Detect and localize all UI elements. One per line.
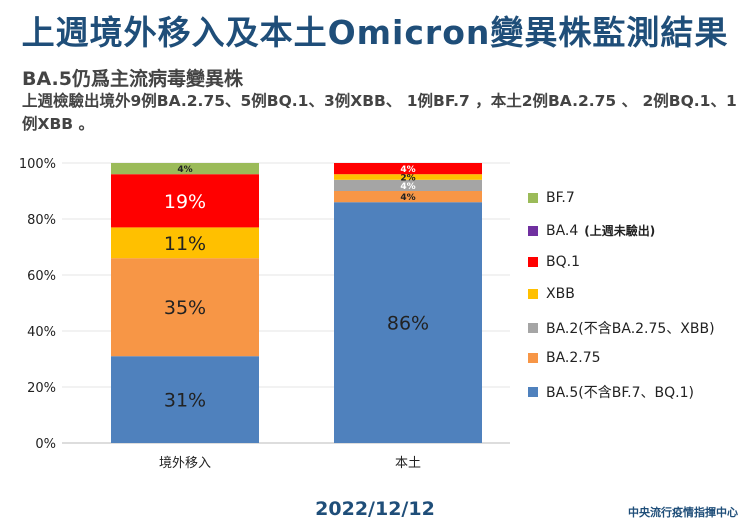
legend-label: BA.2.75	[546, 350, 601, 366]
bar-segment	[111, 227, 259, 259]
legend-item: BA.4 (上週未驗出)	[528, 222, 655, 239]
data-label: 19%	[164, 191, 206, 213]
y-tick-label: 20%	[27, 381, 56, 396]
legend-swatch	[528, 289, 538, 299]
organization: 中央流行疫情指揮中心	[628, 506, 738, 519]
y-tick-label: 40%	[27, 325, 56, 340]
x-tick-label: 境外移入	[159, 456, 211, 471]
bar-segment	[111, 356, 259, 443]
bar-segment	[334, 163, 482, 175]
subtitle: BA.5仍爲主流病毒變異株	[22, 68, 243, 90]
legend-item: BA.2.75	[528, 350, 601, 366]
legend-note: (上週未驗出)	[584, 224, 656, 238]
legend-label: BF.7	[546, 190, 575, 206]
stacked-bar-chart: 0% 20% 40% 60% 80% 100% 31% 35% 11% 19% 4% 境外移入 86% 4…	[19, 157, 510, 471]
bar-segment	[334, 179, 482, 191]
y-tick-label: 100%	[19, 157, 56, 172]
data-label: 31%	[164, 390, 206, 412]
bar-segment	[111, 163, 259, 175]
data-label: 4%	[400, 165, 415, 175]
date: 2022/12/12	[315, 498, 435, 520]
legend-label: XBB	[546, 286, 575, 302]
data-label: 4%	[400, 182, 415, 192]
legend-item: BQ.1	[528, 254, 580, 270]
data-label: 4%	[400, 193, 415, 203]
data-label: 2%	[400, 174, 415, 184]
legend-item: BF.7	[528, 190, 575, 206]
legend-label: BQ.1	[546, 254, 580, 270]
y-tick-label: 60%	[27, 269, 56, 284]
y-tick-label: 80%	[27, 213, 56, 228]
bar-segment	[111, 258, 259, 357]
data-label: 86%	[387, 313, 429, 335]
legend-swatch	[528, 353, 538, 363]
legend-swatch	[528, 323, 538, 333]
legend-item: XBB	[528, 286, 575, 302]
x-tick-label: 本土	[395, 456, 421, 471]
bar-segment	[111, 174, 259, 228]
description: 上週檢驗出境外9例BA.2.75、5例BQ.1、3例XBB、 1例BF.7 ，本…	[22, 92, 737, 133]
legend-label: BA.4	[546, 222, 579, 239]
legend-swatch	[528, 387, 538, 397]
bar-segment	[334, 202, 482, 443]
data-label: 4%	[177, 165, 192, 175]
data-label: 11%	[164, 233, 206, 255]
data-label: 35%	[164, 297, 206, 319]
legend-label: BA.5(不含BF.7、BQ.1)	[546, 385, 694, 401]
legend-swatch	[528, 257, 538, 267]
legend-label: BA.2(不含BA.2.75、XBB)	[546, 321, 715, 337]
bar-segment	[334, 191, 482, 203]
page-title: 上週境外移入及本土Omicron變異株監測結果	[21, 13, 729, 52]
bar-segment	[334, 174, 482, 180]
legend-swatch	[528, 225, 538, 236]
legend-item: BA.5(不含BF.7、BQ.1)	[528, 382, 694, 402]
legend-item: BA.2(不含BA.2.75、XBB)	[528, 318, 715, 338]
legend-swatch	[528, 193, 538, 203]
y-tick-label: 0%	[35, 437, 56, 452]
